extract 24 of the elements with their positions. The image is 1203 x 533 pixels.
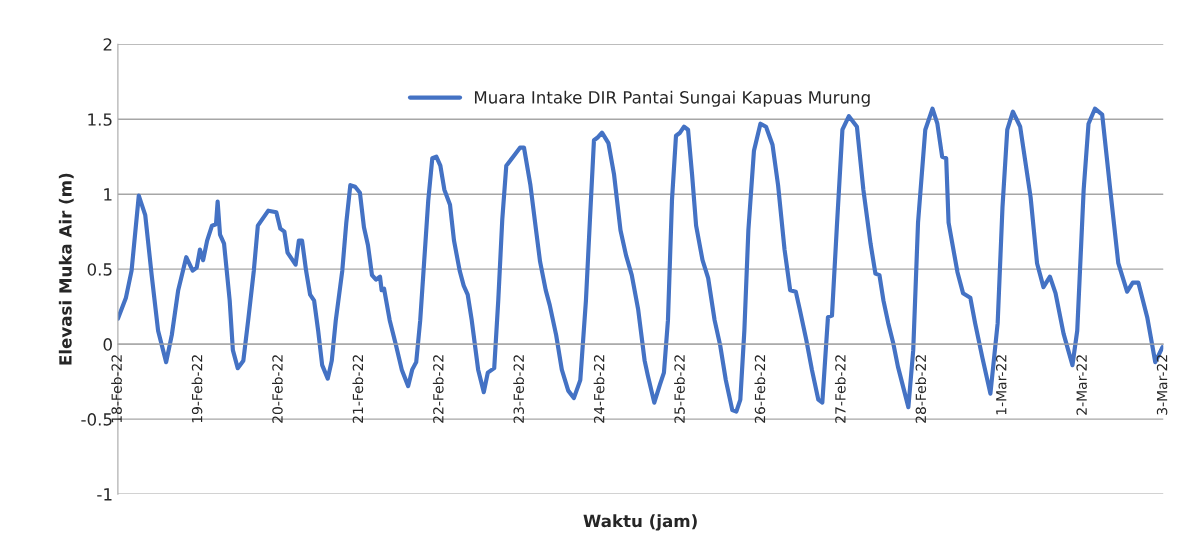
x-axis-title: Waktu (jam) xyxy=(583,514,697,531)
x-tick-label: 28-Feb-22 xyxy=(915,355,927,423)
x-tick-label: 18-Feb-22 xyxy=(111,355,122,423)
x-tick-label: 21-Feb-22 xyxy=(352,355,364,423)
x-tick-label: 26-Feb-22 xyxy=(754,355,766,423)
legend-label: Muara Intake DIR Pantai Sungai Kapuas Murung xyxy=(474,90,870,107)
y-tick-label: 1 xyxy=(104,188,112,201)
y-tick-label: 0 xyxy=(103,338,112,351)
y-tick-label: -1 xyxy=(97,488,112,501)
x-tick-label: 23-Feb-22 xyxy=(513,355,524,423)
y-tick-label: 2 xyxy=(103,38,112,51)
x-tick-label: 2-Mar-22 xyxy=(1076,355,1087,415)
x-tick-label: 1-Mar-22 xyxy=(995,355,1007,415)
x-tick-label: 22-Feb-22 xyxy=(432,355,444,423)
y-tick-label: 0.5 xyxy=(87,263,112,276)
y-axis-title: Elevasi Muka Air (m) xyxy=(58,173,74,365)
x-tick-label: 25-Feb-22 xyxy=(674,355,685,423)
x-tick-label: 27-Feb-22 xyxy=(834,355,846,423)
x-tick-label: 20-Feb-22 xyxy=(272,355,283,423)
y-tick-label: 1.5 xyxy=(88,113,112,126)
x-tick-label: 19-Feb-22 xyxy=(191,355,203,423)
y-tick-label: -0.5 xyxy=(81,413,112,426)
x-tick-label: 3-Mar-22 xyxy=(1156,355,1168,415)
x-tick-label: 24-Feb-22 xyxy=(593,355,605,423)
